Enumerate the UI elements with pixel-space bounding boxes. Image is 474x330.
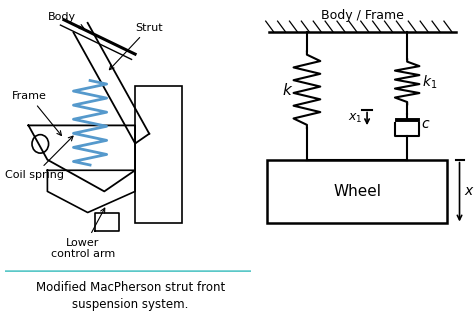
- Text: $x$: $x$: [464, 184, 474, 198]
- Text: Body: Body: [47, 12, 84, 29]
- Text: Strut: Strut: [109, 23, 163, 70]
- Text: $x_1$: $x_1$: [347, 112, 362, 125]
- Text: Frame: Frame: [12, 91, 62, 136]
- Text: $k$: $k$: [283, 82, 293, 98]
- Text: $c$: $c$: [421, 117, 430, 131]
- Text: $k_1$: $k_1$: [422, 73, 437, 90]
- Text: Modified MacPherson strut front
suspension system.: Modified MacPherson strut front suspensi…: [36, 280, 225, 311]
- Text: Coil spring: Coil spring: [5, 136, 73, 180]
- Text: Lower
control arm: Lower control arm: [51, 208, 115, 259]
- Text: Body / Frame: Body / Frame: [321, 9, 404, 22]
- Text: Wheel: Wheel: [333, 184, 381, 199]
